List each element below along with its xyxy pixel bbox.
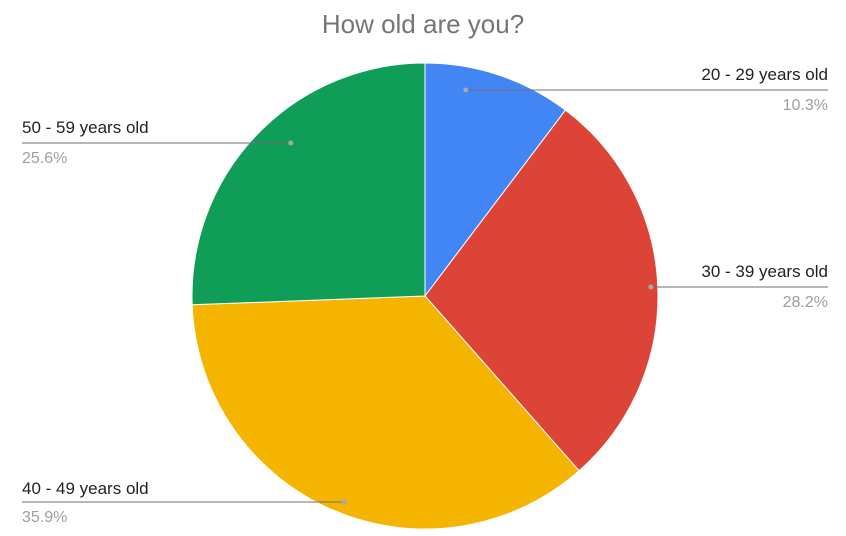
slice-category-label: 20 - 29 years old xyxy=(701,65,828,84)
pie-slice-1 xyxy=(424,62,567,298)
slice-percent-label: 10.3% xyxy=(783,97,828,114)
leader-dot xyxy=(341,499,347,505)
leader-dot xyxy=(288,140,294,146)
slice-category-label: 50 - 59 years old xyxy=(22,118,149,137)
pie-slices xyxy=(191,62,659,530)
leader-dot xyxy=(463,87,469,93)
slice-percent-label: 28.2% xyxy=(783,294,828,311)
slice-labels: 20 - 29 years old 10.3% 30 - 39 years old 2… xyxy=(22,65,828,526)
slice-percent-label: 25.6% xyxy=(22,150,67,167)
slice-label-3: 40 - 49 years old 35.9% xyxy=(22,479,347,526)
slice-label-2: 30 - 39 years old 28.2% xyxy=(648,262,828,311)
pie-slice-3 xyxy=(191,295,580,530)
slice-percent-label: 35.9% xyxy=(22,509,67,526)
slice-label-1: 20 - 29 years old 10.3% xyxy=(463,65,828,114)
leader-dot xyxy=(648,284,654,290)
chart-title: How old are you? xyxy=(322,9,524,39)
pie-slice-4 xyxy=(191,62,426,306)
slice-category-label: 30 - 39 years old xyxy=(701,262,828,281)
slice-label-4: 50 - 59 years old 25.6% xyxy=(22,118,294,167)
slice-category-label: 40 - 49 years old xyxy=(22,479,149,498)
